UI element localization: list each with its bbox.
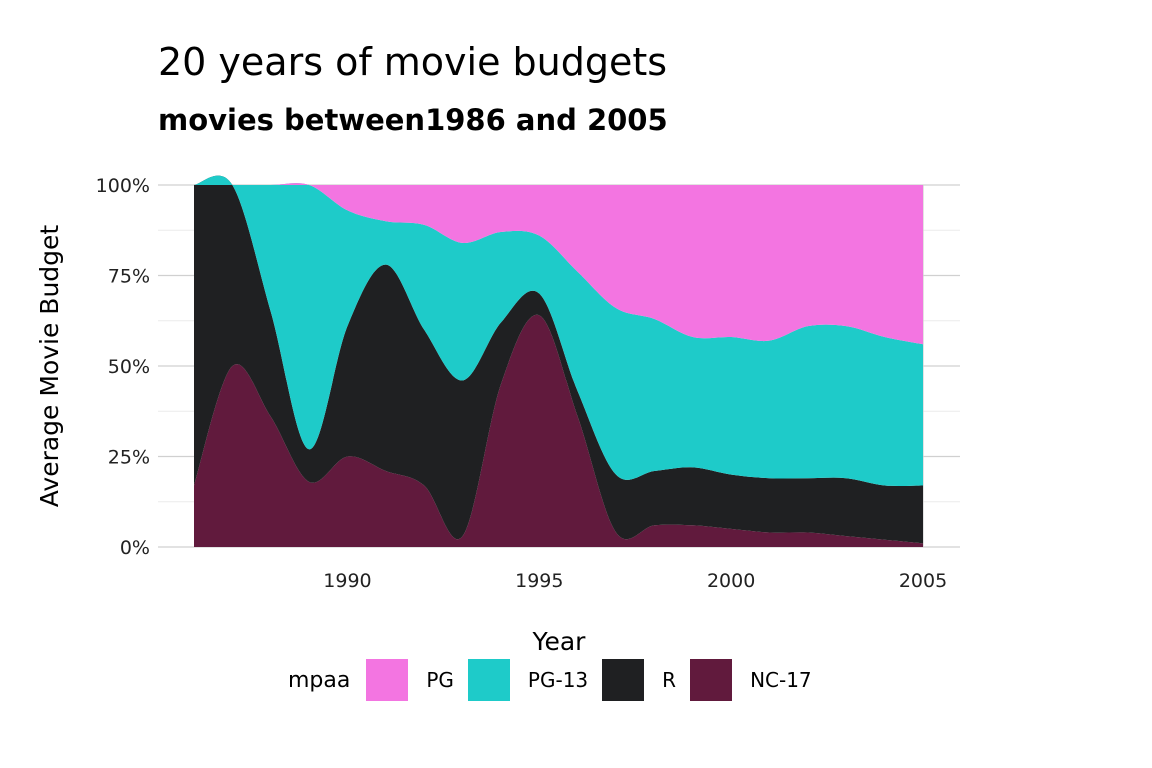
legend-swatch <box>602 659 645 701</box>
legend-label: NC-17 <box>750 668 812 692</box>
legend-item-pg-13: PG-13 <box>467 659 589 701</box>
legend: mpaa PG PG-13 R NC-17 <box>288 659 826 701</box>
area-nc-17 <box>194 314 923 547</box>
x-axis-ticks: 1990 1995 2000 2005 <box>323 570 947 592</box>
x-tick-label: 2005 <box>899 570 947 592</box>
legend-label: R <box>662 668 677 692</box>
chart-subtitle: movies between1986 and 2005 <box>158 103 668 137</box>
x-tick-label: 1990 <box>323 570 371 592</box>
area-pg <box>194 183 923 345</box>
y-tick-label: 75% <box>108 266 150 288</box>
x-tick-label: 1995 <box>515 570 563 592</box>
x-tick-label: 2000 <box>707 570 755 592</box>
area-series <box>194 175 923 547</box>
chart-title: 20 years of movie budgets <box>158 40 668 84</box>
y-tick-label: 0% <box>120 537 150 559</box>
y-tick-label: 25% <box>108 447 150 469</box>
legend-item-nc-17: NC-17 <box>690 659 812 701</box>
y-axis-ticks: 0% 25% 50% 75% 100% <box>96 175 150 559</box>
legend-swatch <box>467 659 510 701</box>
legend-item-pg: PG <box>366 659 454 701</box>
legend-items: PG PG-13 R NC-17 <box>366 659 825 701</box>
legend-title: mpaa <box>288 667 351 693</box>
y-tick-label: 100% <box>96 175 150 197</box>
legend-label: PG <box>426 668 454 692</box>
area-pg-13 <box>194 175 923 486</box>
legend-item-r: R <box>602 659 676 701</box>
area-r <box>194 175 923 544</box>
legend-label: PG-13 <box>527 668 589 692</box>
y-tick-label: 50% <box>108 356 150 378</box>
legend-swatch <box>690 659 733 701</box>
x-axis-title: Year <box>532 627 587 656</box>
legend-swatch <box>366 659 409 701</box>
y-axis-title: Average Movie Budget <box>35 225 64 508</box>
